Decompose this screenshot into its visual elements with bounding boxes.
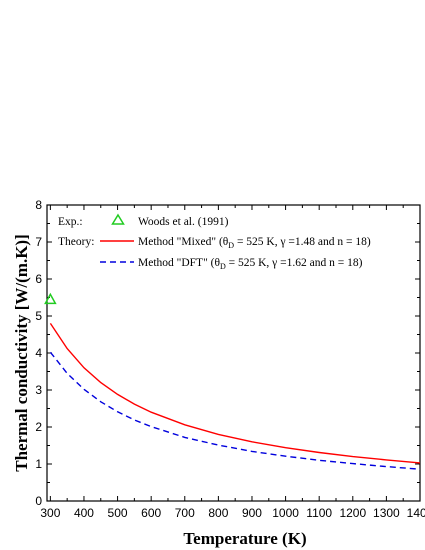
x-tick-label: 800	[208, 506, 228, 520]
y-tick-label: 2	[35, 420, 42, 434]
legend-woods-marker	[111, 213, 125, 225]
x-tick-label: 500	[108, 506, 128, 520]
series-layer	[44, 292, 421, 470]
x-tick-label: 900	[242, 506, 262, 520]
y-tick-label: 6	[35, 272, 42, 286]
legend-theory-prefix: Theory:	[58, 236, 94, 248]
y-tick-label: 5	[35, 309, 42, 323]
x-tick-label: 1100	[306, 506, 332, 520]
x-tick-label: 600	[141, 506, 161, 520]
x-tick-label: 1300	[373, 506, 400, 520]
legend-woods-label: Woods et al. (1991)	[138, 216, 229, 228]
series-line-2	[49, 351, 421, 470]
data-point-marker	[44, 292, 57, 305]
y-tick-label: 1	[35, 457, 42, 471]
series-line-1	[49, 323, 421, 464]
y-tick-label: 4	[35, 346, 42, 360]
y-tick-label: 8	[35, 198, 42, 212]
x-tick-label: 300	[40, 506, 60, 520]
legend-exp-prefix: Exp.:	[58, 216, 83, 228]
x-tick-label: 1400	[407, 506, 425, 520]
legend-mixed-label: Method "Mixed" (θD = 525 K, γ =1.48 and …	[138, 236, 371, 250]
y-tick-label: 0	[35, 494, 42, 508]
x-tick-label: 700	[175, 506, 195, 520]
legend: Exp.: Woods et al. (1991) Theory: Method…	[58, 213, 371, 271]
y-axis: 0 1 2 3 4 5 6 7 8	[35, 198, 420, 508]
y-tick-label: 3	[35, 383, 42, 397]
legend-dft-label: Method "DFT" (θD = 525 K, γ =1.62 and n …	[138, 257, 363, 271]
x-tick-label: 1000	[272, 506, 299, 520]
x-axis: 300 400 500 600 700 800 900 1000 1100 1200 1300 140…	[40, 205, 425, 520]
x-tick-label: 1200	[339, 506, 366, 520]
x-tick-label: 400	[74, 506, 94, 520]
x-axis-title: Temperature (K)	[183, 529, 306, 548]
y-tick-label: 7	[35, 235, 42, 249]
y-axis-title: Thermal conductivity [W/(m.K)]	[12, 234, 31, 472]
